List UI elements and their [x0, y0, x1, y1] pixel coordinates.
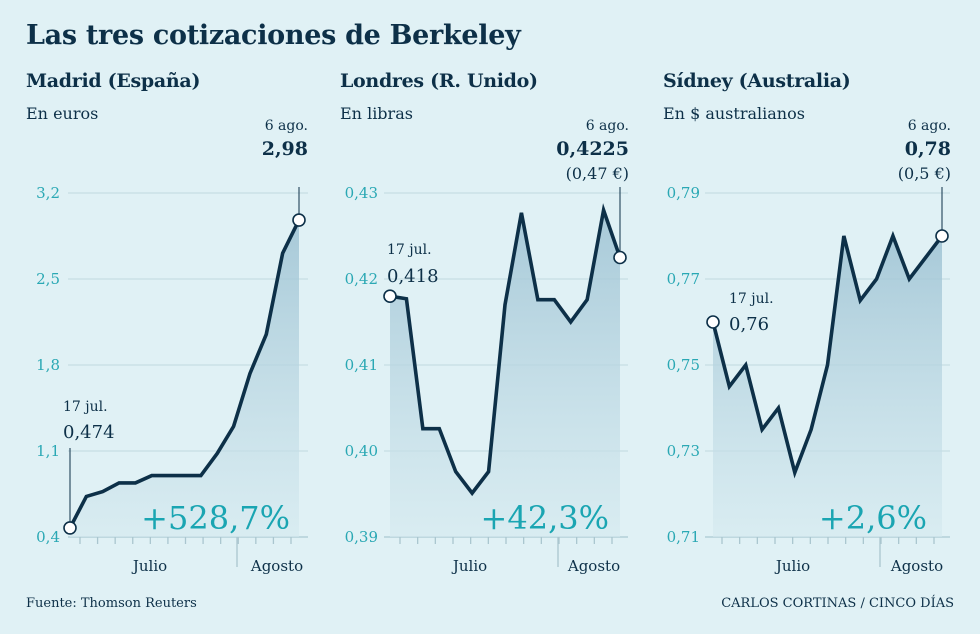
start-date-label: 17 jul. — [729, 291, 774, 307]
panel-subtitle-madrid: En euros — [26, 104, 99, 123]
end-date-label: 6 ago. — [586, 118, 629, 134]
y-tick-label: 2,5 — [36, 270, 60, 288]
percent-change: +42,3% — [481, 499, 609, 537]
x-label-agosto: Agosto — [890, 557, 943, 575]
start-marker — [706, 315, 720, 329]
percent-change: +528,7% — [141, 499, 290, 537]
end-eur-label: (0,5 €) — [898, 164, 951, 183]
credit-note: CARLOS CORTINAS / CINCO DÍAS — [721, 596, 954, 611]
y-tick-label: 0,75 — [667, 356, 700, 374]
y-tick-label: 0,42 — [345, 270, 378, 288]
panel-title-madrid: Madrid (España) — [26, 70, 201, 92]
y-tick-label: 0,43 — [345, 184, 378, 202]
end-marker — [292, 213, 306, 227]
x-label-agosto: Agosto — [567, 557, 620, 575]
source-note: Fuente: Thomson Reuters — [26, 596, 197, 611]
start-value-label: 0,76 — [729, 314, 769, 335]
y-tick-label: 0,41 — [345, 356, 378, 374]
end-date-label: 6 ago. — [908, 118, 951, 134]
chart-sidney: 0,71 0,73 0,75 0,77 0,79 Julio Agosto +2,6% 17 j… — [667, 118, 951, 575]
end-value-label: 0,4225 — [556, 138, 629, 160]
panel-title-sidney: Sídney (Australia) — [663, 70, 851, 92]
page-title: Las tres cotizaciones de Berkeley — [26, 20, 521, 51]
y-tick-label: 1,8 — [36, 356, 60, 374]
area-fill — [390, 210, 620, 537]
y-tick-label: 0,39 — [345, 528, 378, 546]
start-date-label: 17 jul. — [63, 399, 108, 415]
x-label-agosto: Agosto — [250, 557, 303, 575]
y-tick-label: 0,71 — [667, 528, 700, 546]
start-marker — [63, 521, 77, 535]
percent-change: +2,6% — [819, 499, 927, 537]
panel-title-londres: Londres (R. Unido) — [340, 70, 538, 92]
chart-londres: 0,39 0,40 0,41 0,42 0,43 Julio Agosto +42,3% 17 … — [345, 118, 629, 575]
x-label-julio: Julio — [774, 557, 810, 575]
y-tick-label: 0,4 — [36, 528, 60, 546]
start-value-label: 0,418 — [387, 266, 439, 287]
area-fill — [713, 236, 942, 537]
panel-subtitle-londres: En libras — [340, 104, 413, 123]
y-tick-label: 0,79 — [667, 184, 700, 202]
x-label-julio: Julio — [131, 557, 167, 575]
end-marker — [935, 229, 949, 243]
end-marker — [613, 250, 627, 265]
area-fill — [70, 220, 299, 537]
start-marker — [383, 289, 397, 304]
start-date-label: 17 jul. — [387, 242, 432, 258]
y-tick-label: 1,1 — [36, 442, 60, 460]
end-date-label: 6 ago. — [265, 118, 308, 134]
panel-subtitle-sidney: En $ australianos — [663, 104, 805, 123]
start-value-label: 0,474 — [63, 422, 115, 443]
x-label-julio: Julio — [451, 557, 487, 575]
end-eur-label: (0,47 €) — [566, 164, 629, 183]
end-value-label: 2,98 — [262, 138, 308, 160]
end-value-label: 0,78 — [905, 138, 951, 160]
y-tick-label: 0,40 — [345, 442, 378, 460]
y-tick-label: 0,77 — [667, 270, 700, 288]
chart-madrid: 0,4 1,1 1,8 2,5 3,2 Julio Agosto +528,7% 17 jul.… — [36, 118, 308, 575]
y-tick-label: 3,2 — [36, 184, 60, 202]
y-tick-label: 0,73 — [667, 442, 700, 460]
